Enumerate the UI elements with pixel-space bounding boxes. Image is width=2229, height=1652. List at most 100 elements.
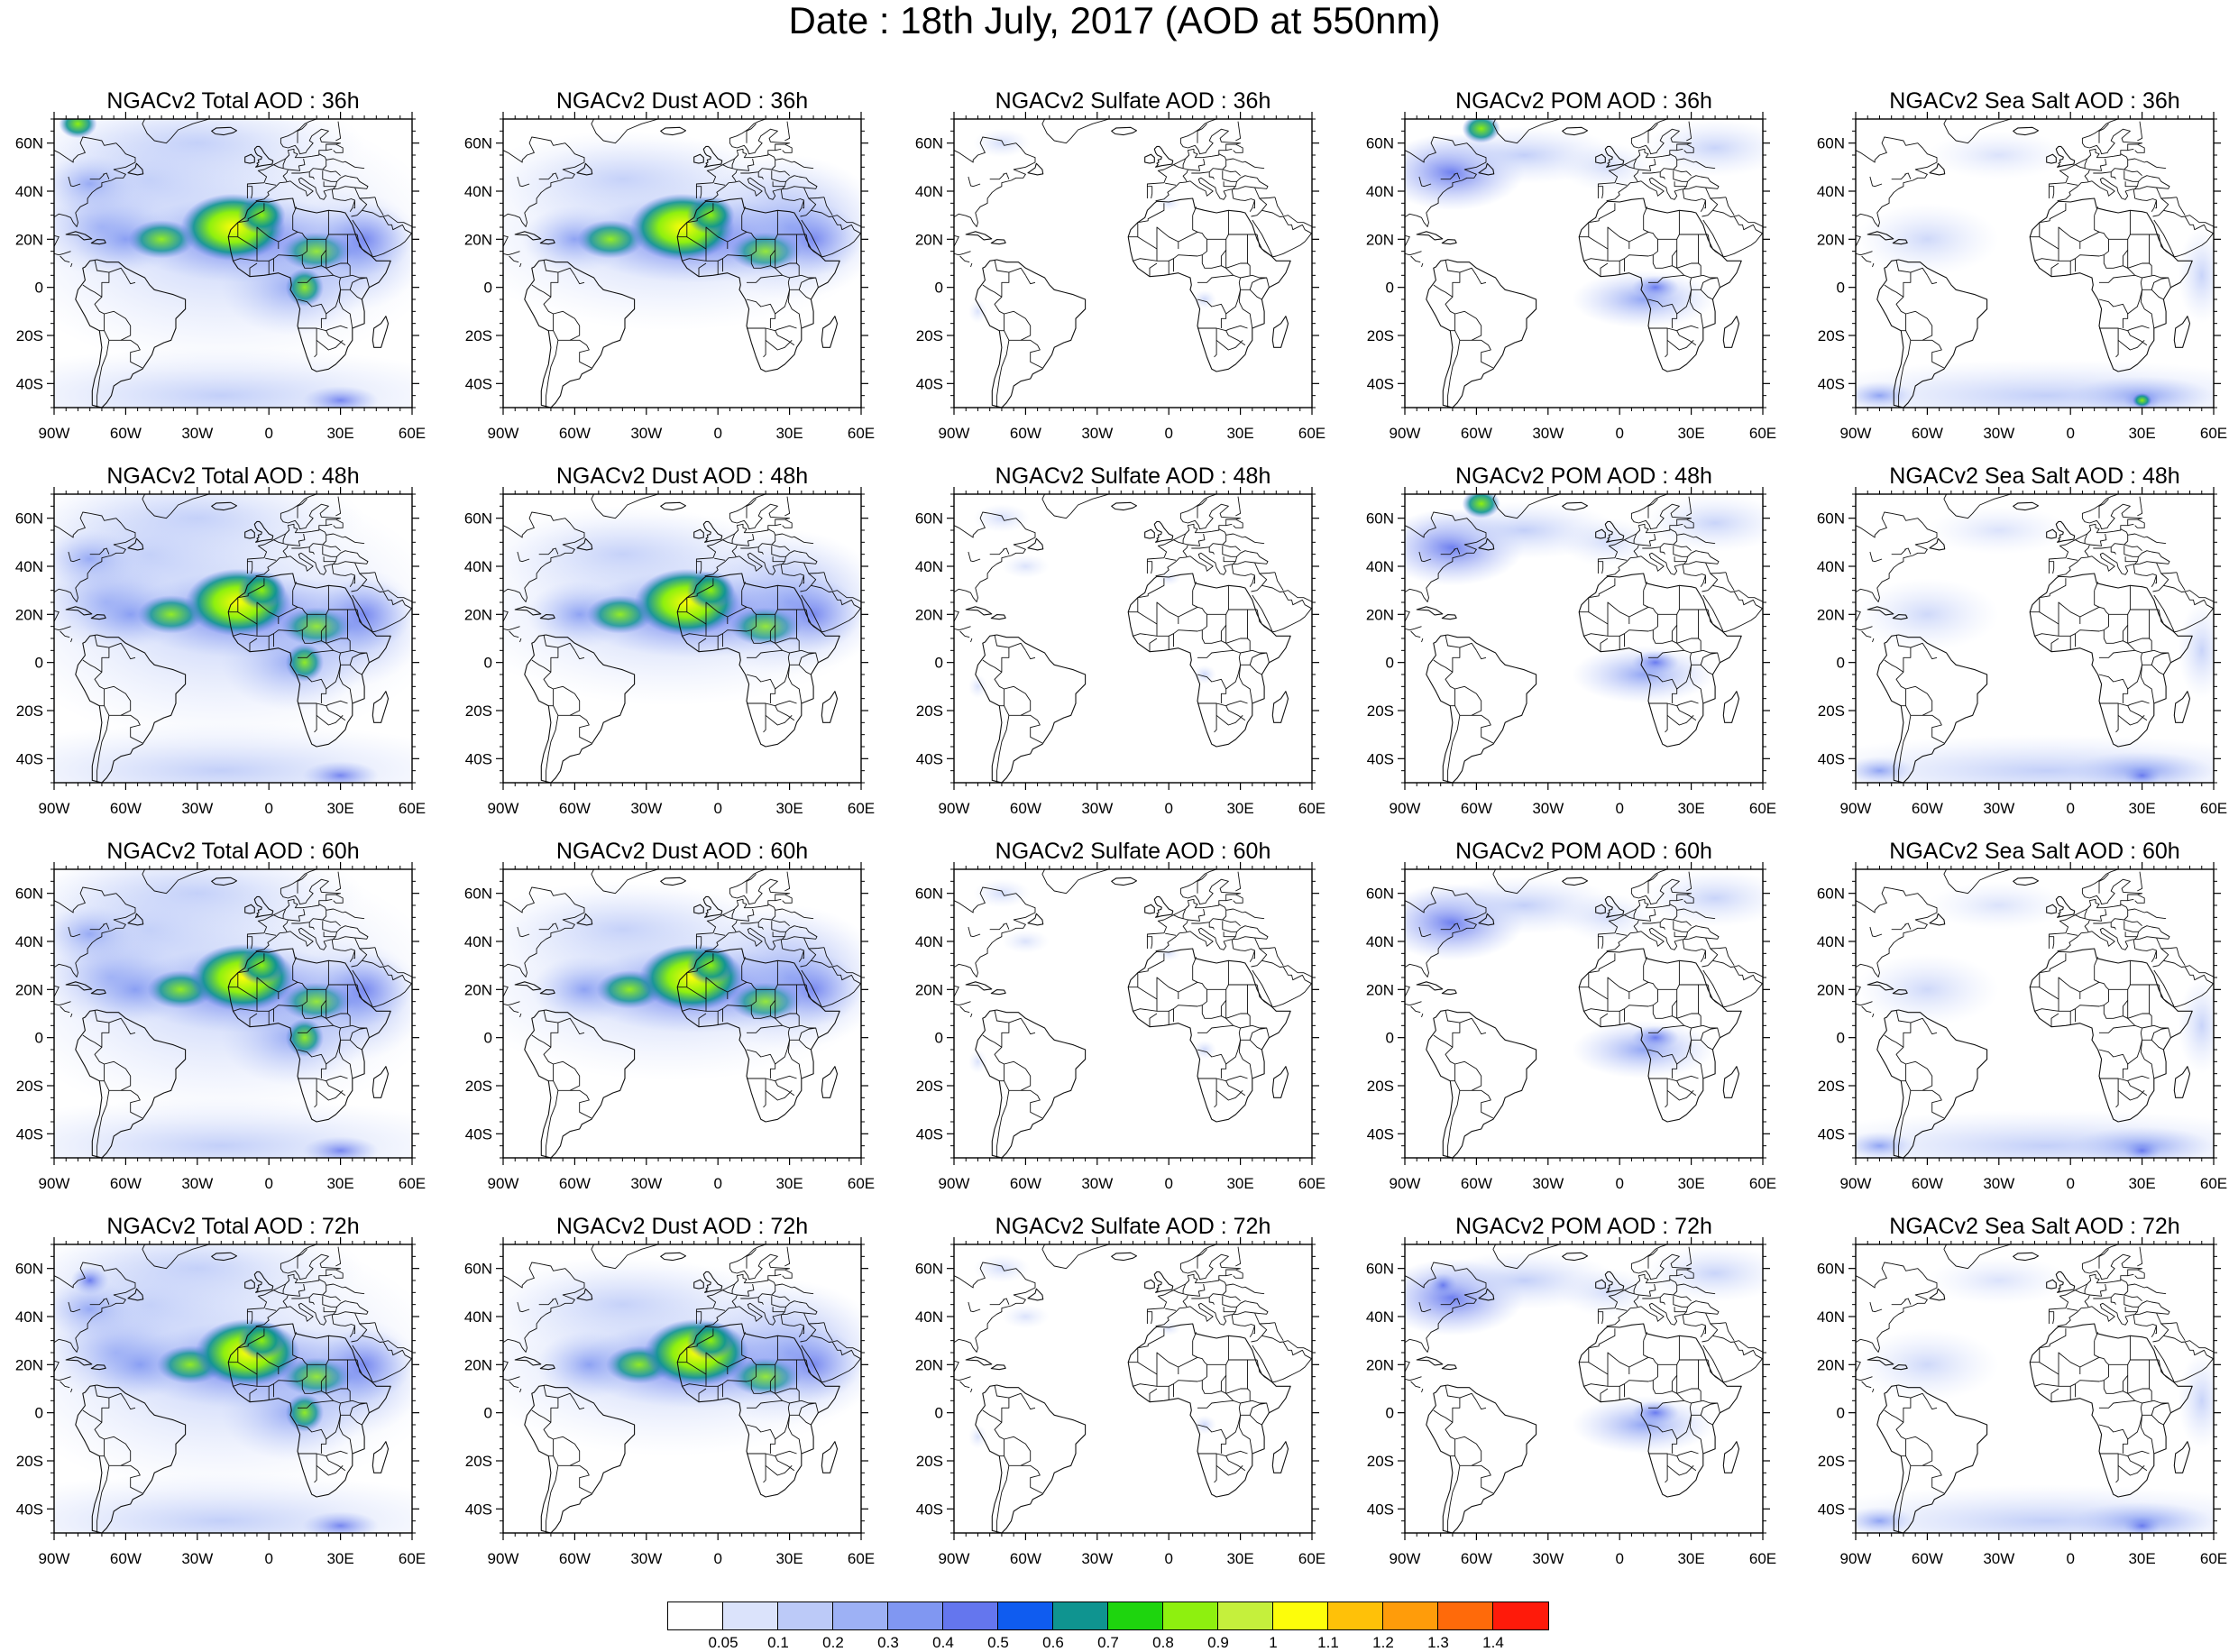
border-line: [801, 1340, 861, 1383]
border-line: [970, 638, 973, 643]
lon-label: 90W: [1840, 1175, 1872, 1192]
coastline: [1153, 1271, 1174, 1293]
border-line: [2155, 1326, 2157, 1335]
lat-label: 20N: [1817, 1356, 1845, 1373]
border-line: [1638, 158, 1656, 171]
border-line: [757, 546, 764, 555]
aod-plume: [59, 119, 97, 139]
border-line: [982, 1009, 1010, 1048]
border-line: [1137, 1352, 1179, 1375]
border-line: [60, 1381, 70, 1389]
coastline: [2046, 1279, 2057, 1289]
border-line: [982, 1384, 1010, 1423]
border-line: [1643, 957, 1648, 966]
border-line: [1927, 1025, 1938, 1035]
lat-label: 40S: [16, 750, 43, 767]
border-line: [2127, 610, 2150, 644]
border-line: [1222, 919, 1241, 927]
border-line: [1648, 1450, 1699, 1457]
border-line: [1251, 590, 1258, 592]
border-line: [677, 578, 714, 613]
border-line: [1647, 123, 1658, 143]
coastline: [253, 145, 274, 168]
map-panel-sulfate-72h: NGACv2 Sulfate AOD : 72h60N40N20N020S40S…: [915, 1214, 1325, 1567]
aod-plume: [1631, 1025, 1680, 1050]
border-line: [1157, 629, 1203, 637]
border-line: [2122, 689, 2129, 703]
border-line: [362, 1335, 384, 1343]
border-line: [2079, 606, 2171, 663]
border-line: [297, 1027, 342, 1065]
lat-label: 60N: [1817, 135, 1845, 152]
lat-label: 60N: [464, 1261, 492, 1278]
panel-title: NGACv2 Sulfate AOD : 60h: [995, 839, 1271, 864]
lat-label: 40S: [1367, 750, 1394, 767]
border-line: [543, 1421, 555, 1457]
border-line: [1421, 1013, 1424, 1018]
border-line: [1910, 1017, 1928, 1026]
lat-label: 20N: [1366, 981, 1394, 998]
border-line: [68, 551, 81, 563]
lat-label: 20N: [1817, 606, 1845, 623]
coastline: [2055, 1271, 2076, 1293]
border-line: [737, 908, 755, 922]
border-line: [1927, 650, 1938, 660]
border-line: [1673, 544, 1692, 552]
border-line: [349, 664, 362, 675]
border-line: [326, 1455, 346, 1472]
coastline: [1127, 573, 1291, 748]
lat-label: 40N: [464, 558, 492, 575]
lat-label: 0: [1386, 280, 1394, 297]
border-line: [746, 652, 791, 690]
coastline: [2013, 876, 2040, 886]
border-line: [1676, 523, 1683, 527]
coastline: [1722, 1441, 1740, 1473]
border-line: [2079, 231, 2171, 288]
coastline: [975, 1384, 1087, 1533]
border-line: [2094, 206, 2099, 216]
border-line: [2079, 1356, 2171, 1413]
border-line: [546, 1090, 559, 1158]
colorbar-swatch: [1328, 1602, 1383, 1629]
border-line: [1405, 626, 1422, 631]
coastline: [821, 1066, 839, 1098]
border-line: [2099, 1075, 2150, 1082]
border-line: [698, 1388, 707, 1402]
border-line: [769, 1064, 776, 1078]
aod-plume: [128, 220, 196, 259]
border-line: [2099, 1024, 2135, 1033]
border-line: [340, 277, 367, 290]
aod-plume: [2178, 602, 2214, 699]
coastline: [965, 981, 993, 991]
border-line: [968, 1301, 981, 1313]
border-line: [82, 634, 110, 673]
border-line: [682, 1374, 707, 1387]
border-line: [1702, 215, 1763, 258]
border-line: [322, 169, 341, 177]
border-line: [746, 277, 791, 315]
border-line: [2124, 169, 2142, 177]
border-line: [1215, 1464, 1243, 1476]
aod-plume: [1001, 929, 1050, 954]
border-line: [356, 948, 368, 967]
coastline: [1426, 1384, 1537, 1533]
border-line: [2176, 197, 2186, 216]
border-line: [1247, 638, 1251, 651]
coastline: [514, 606, 542, 616]
aod-plume: [1927, 506, 2071, 555]
border-line: [326, 908, 365, 920]
border-line: [801, 215, 861, 258]
border-line: [782, 519, 793, 528]
coastline: [372, 316, 390, 348]
lat-label: 40S: [465, 375, 492, 392]
lat-label: 20N: [15, 231, 43, 248]
border-line: [1633, 908, 1637, 919]
border-line: [769, 1439, 776, 1454]
border-line: [503, 626, 520, 631]
border-line: [282, 158, 287, 169]
border-line: [125, 275, 136, 285]
lat-label: 40S: [1818, 375, 1845, 392]
border-line: [320, 314, 327, 328]
lat-label: 20S: [465, 702, 492, 720]
border-line: [968, 551, 981, 563]
